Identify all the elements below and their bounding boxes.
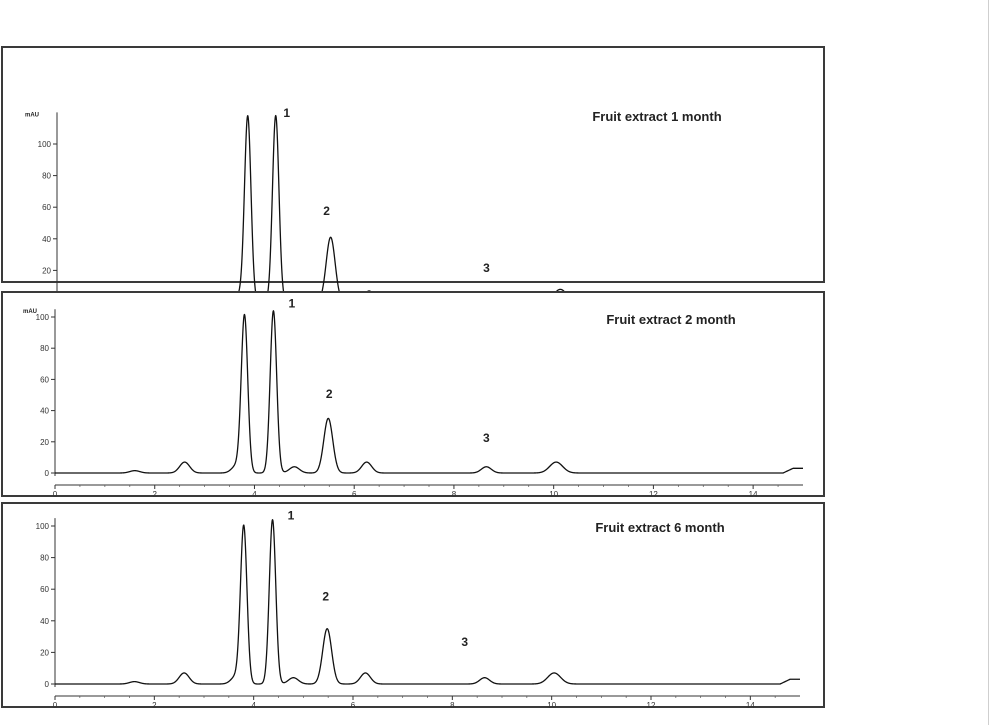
y-tick-label: 60 xyxy=(40,585,49,594)
peak-label: 2 xyxy=(326,387,333,401)
x-tick-label: 8 xyxy=(452,490,457,499)
chromatogram-trace xyxy=(56,114,807,303)
y-tick-label: 0 xyxy=(45,680,50,689)
chromatogram-panel-2-month: 0 2 4 6 8 10 12 14 0 20 40 60 80 100 mAU Fruit extract … xyxy=(1,291,825,499)
peak-label: 1 xyxy=(288,509,295,523)
peak-label: 2 xyxy=(323,204,330,218)
y-tick-label: 100 xyxy=(36,522,50,531)
peak-label: 3 xyxy=(483,261,490,275)
x-tick-label: 12 xyxy=(649,490,658,499)
x-tick-label: 4 xyxy=(251,701,256,710)
y-tick-label: 100 xyxy=(38,140,52,149)
y-tick-label: 80 xyxy=(40,344,49,353)
peak-label: 1 xyxy=(283,106,290,120)
panel-title: Fruit extract 6 month xyxy=(595,520,724,535)
y-tick-label: 60 xyxy=(40,375,49,384)
y-tick-label: 40 xyxy=(42,235,51,244)
x-tick-label: 14 xyxy=(746,701,755,710)
y-axis-unit-label: mAU xyxy=(23,309,37,315)
y-tick-label: 20 xyxy=(40,438,49,447)
y-tick-label: 100 xyxy=(36,313,50,322)
x-tick-label: 2 xyxy=(153,490,158,499)
y-tick-label: 0 xyxy=(45,469,50,478)
peak-label: 3 xyxy=(461,635,468,649)
y-tick-label: 40 xyxy=(40,407,49,416)
y-tick-label: 60 xyxy=(42,203,51,212)
x-tick-label: 10 xyxy=(549,490,558,499)
x-tick-label: 10 xyxy=(547,701,556,710)
y-tick-label: 80 xyxy=(40,554,49,563)
x-tick-label: 6 xyxy=(352,490,357,499)
peak-label: 1 xyxy=(289,297,296,311)
x-tick-label: 14 xyxy=(749,490,758,499)
x-tick-label: 0 xyxy=(53,490,58,499)
panel-title: Fruit extract 1 month xyxy=(592,109,721,124)
y-tick-label: 20 xyxy=(42,266,51,275)
chromatogram-panel-6-month: 0 2 4 6 8 10 12 14 0 20 40 60 80 100 Fruit extract 6 m… xyxy=(1,502,825,710)
chromatogram-trace xyxy=(54,310,804,474)
x-tick-label: 6 xyxy=(351,701,356,710)
y-tick-label: 40 xyxy=(40,617,49,626)
peak-label: 2 xyxy=(322,589,329,603)
peak-label: 3 xyxy=(483,431,490,445)
x-tick-label: 4 xyxy=(252,490,257,499)
panel-title: Fruit extract 2 month xyxy=(606,312,735,327)
y-tick-label: 80 xyxy=(42,172,51,181)
y-axis-unit-label: mAU xyxy=(25,112,39,118)
chromatogram-trace xyxy=(54,519,801,685)
x-tick-label: 8 xyxy=(450,701,455,710)
x-tick-label: 2 xyxy=(152,701,157,710)
x-tick-label: 12 xyxy=(647,701,656,710)
x-tick-label: 0 xyxy=(53,701,58,710)
page-right-rule xyxy=(988,0,989,725)
y-tick-label: 20 xyxy=(40,648,49,657)
